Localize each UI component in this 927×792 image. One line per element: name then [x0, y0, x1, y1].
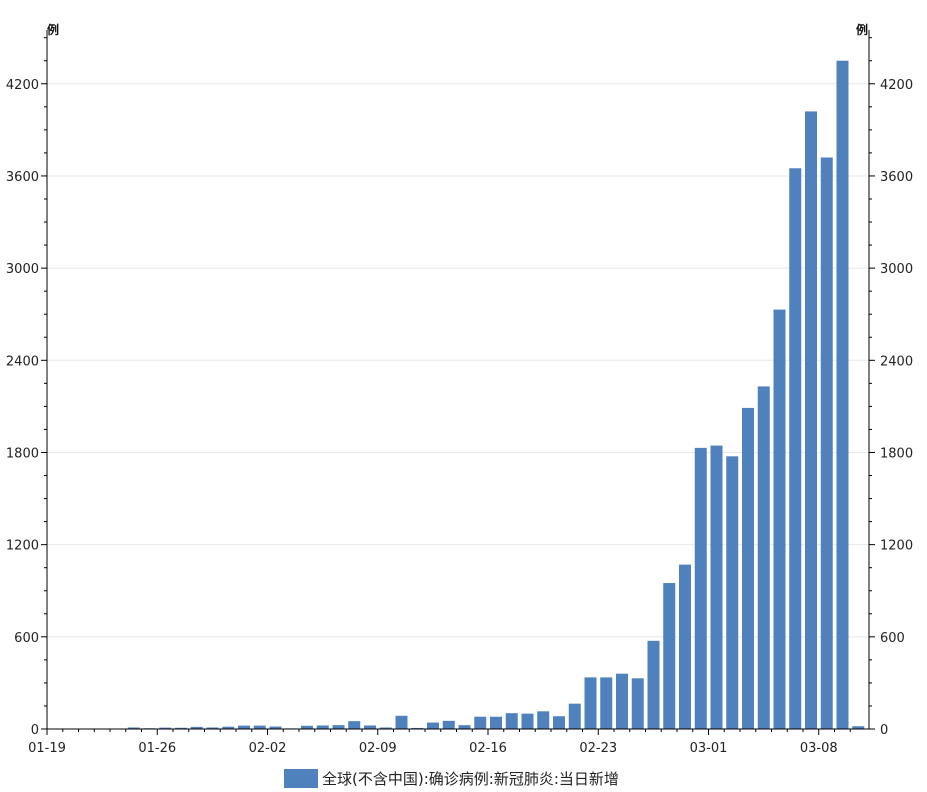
- bar: [159, 727, 172, 729]
- bar: [505, 713, 518, 729]
- gridlines: [47, 83, 869, 638]
- left-unit-label: 例: [47, 22, 59, 37]
- bar: [521, 713, 534, 729]
- x-tick-label: 01-26: [138, 741, 176, 756]
- bar: [395, 715, 408, 729]
- bar: [490, 716, 502, 729]
- bar: [679, 564, 691, 729]
- x-tick-label: 03-01: [690, 741, 728, 756]
- y-tick-label-left: 3000: [6, 262, 39, 277]
- bar: [694, 447, 707, 729]
- x-tick-label: 02-16: [469, 741, 507, 756]
- y-tick-label-left: 2400: [6, 354, 39, 369]
- bar: [789, 168, 802, 729]
- bar: [379, 727, 392, 729]
- bar: [238, 725, 250, 729]
- right-unit-label: 例: [856, 22, 868, 37]
- bar: [190, 726, 203, 729]
- bar: [316, 725, 329, 729]
- bar: [726, 456, 739, 729]
- bar: [663, 583, 676, 729]
- legend: 全球(不含中国):确诊病例:新冠肺炎:当日新增: [284, 769, 619, 788]
- bar: [616, 673, 628, 729]
- bar: [332, 725, 345, 729]
- x-tick-label: 02-02: [249, 741, 287, 756]
- bar: [222, 726, 235, 729]
- y-tick-label-left: 4200: [6, 78, 39, 93]
- bar: [773, 309, 786, 729]
- bar: [301, 725, 313, 729]
- bar: [348, 721, 361, 729]
- bar: [175, 727, 187, 729]
- bar: [852, 726, 865, 729]
- bar: [600, 677, 613, 729]
- bar: [458, 725, 471, 729]
- bar: [364, 725, 376, 729]
- bar: [836, 60, 849, 729]
- bar: [742, 407, 754, 729]
- legend-swatch: [284, 769, 318, 788]
- bar: [474, 716, 487, 729]
- bar: [805, 111, 817, 729]
- bar: [442, 720, 455, 729]
- bar: [584, 677, 597, 729]
- bar: [253, 725, 266, 729]
- x-tick-label: 02-09: [359, 741, 397, 756]
- right-axis: 0 600 1200 1800 2400 3000 3600 4200: [868, 30, 913, 738]
- bar: [820, 157, 833, 729]
- left-axis: 0 600 1200 1800 2400 3000 3600 4200: [6, 30, 48, 738]
- x-tick-label: 01-19: [28, 741, 66, 756]
- bar: [647, 640, 660, 729]
- bar: [553, 716, 565, 729]
- bars: [49, 60, 865, 730]
- y-tick-label-left: 3600: [6, 170, 39, 185]
- y-tick-label-left: 1800: [6, 446, 39, 461]
- bar: [269, 726, 282, 729]
- bar: [411, 727, 424, 729]
- y-tick-label-right: 0: [880, 723, 888, 738]
- bar: [568, 703, 581, 729]
- bar: [127, 727, 140, 729]
- y-tick-label-right: 2400: [880, 354, 913, 369]
- y-tick-label-left: 600: [14, 631, 39, 646]
- y-tick-label-right: 4200: [880, 78, 913, 93]
- y-tick-label-right: 1800: [880, 446, 913, 461]
- y-tick-label-right: 1200: [880, 539, 913, 554]
- y-tick-label-right: 3000: [880, 262, 913, 277]
- legend-label: 全球(不含中国):确诊病例:新冠肺炎:当日新增: [322, 770, 619, 788]
- bar: [427, 722, 439, 729]
- y-tick-label-right: 3600: [880, 170, 913, 185]
- x-tick-label: 02-23: [579, 741, 617, 756]
- x-tick-label: 03-08: [800, 741, 838, 756]
- bar: [537, 711, 550, 729]
- y-tick-label-right: 600: [880, 631, 905, 646]
- x-axis: 01-19 01-26 02-02 02-09 02-16 02-23 03-01 03-08: [28, 728, 869, 756]
- y-tick-label-left: 0: [31, 723, 39, 738]
- bar: [710, 445, 723, 729]
- bar: [206, 727, 219, 729]
- bar: [757, 386, 770, 729]
- y-tick-label-left: 1200: [6, 539, 39, 554]
- bar: [631, 678, 644, 729]
